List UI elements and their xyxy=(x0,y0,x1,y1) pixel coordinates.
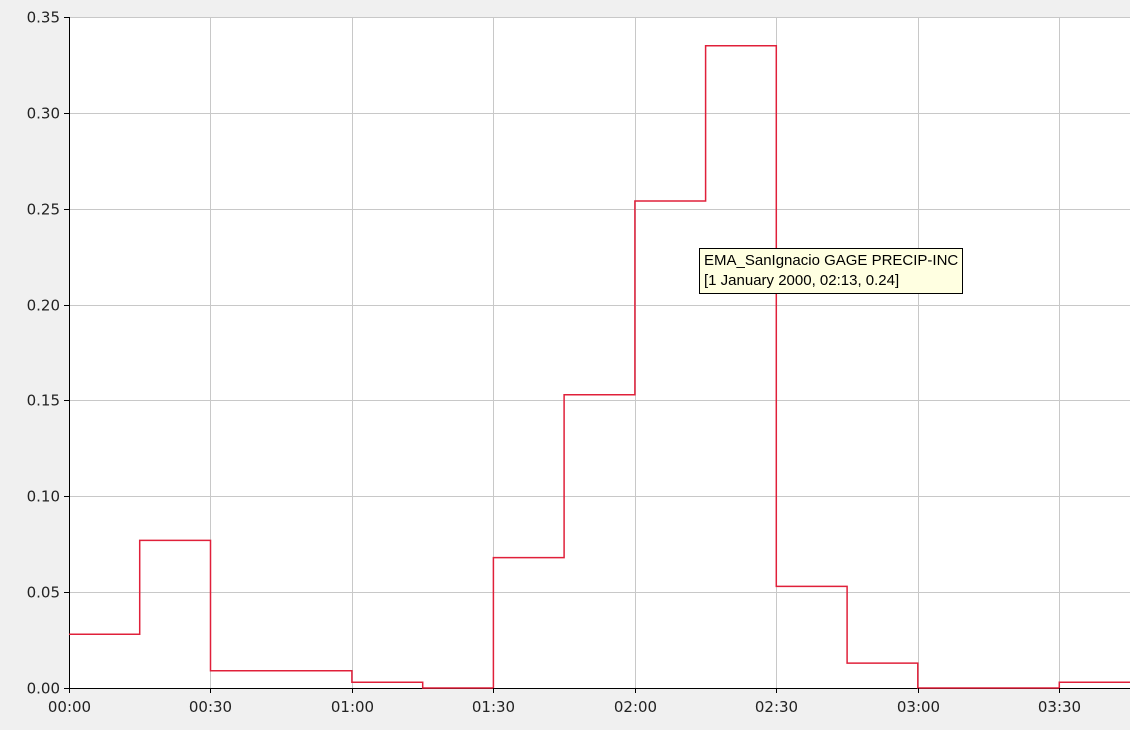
y-axis-ticks: 0.00 0.05 0.10 0.15 0.20 0.25 0.30 0.35 xyxy=(27,9,69,698)
y-tick-label: 0.25 xyxy=(27,201,60,219)
x-tick-label: 01:00 xyxy=(331,698,374,716)
y-tick-label: 0.05 xyxy=(27,584,60,602)
plot-area xyxy=(69,17,1130,688)
y-tick-label: 0.15 xyxy=(27,392,60,410)
y-tick-label: 0.35 xyxy=(27,9,60,27)
data-point-tooltip: EMA_SanIgnacio GAGE PRECIP-INC [1 Januar… xyxy=(699,248,964,294)
x-tick-label: 02:00 xyxy=(614,698,657,716)
precip-step-line[interactable] xyxy=(69,45,1130,689)
x-axis-ticks: 00:00 00:30 01:00 01:30 02:00 02:30 03:00 03:30 xyxy=(48,688,1081,716)
x-tick-label: 00:30 xyxy=(189,698,232,716)
y-tick-label: 0.00 xyxy=(27,680,60,698)
tooltip-series-name: EMA_SanIgnacio GAGE PRECIP-INC xyxy=(704,252,959,269)
y-tick-label: 0.10 xyxy=(27,488,60,506)
y-tick-label: 0.20 xyxy=(27,297,60,315)
y-tick-label: 0.30 xyxy=(27,105,60,123)
x-tick-label: 01:30 xyxy=(472,698,515,716)
x-tick-label: 02:30 xyxy=(755,698,798,716)
x-tick-label: 03:30 xyxy=(1038,698,1081,716)
tooltip-point-value: [1 January 2000, 02:13, 0.24] xyxy=(704,272,900,289)
x-tick-label: 00:00 xyxy=(48,698,91,716)
series-layer xyxy=(69,45,1130,689)
x-tick-label: 03:00 xyxy=(897,698,940,716)
